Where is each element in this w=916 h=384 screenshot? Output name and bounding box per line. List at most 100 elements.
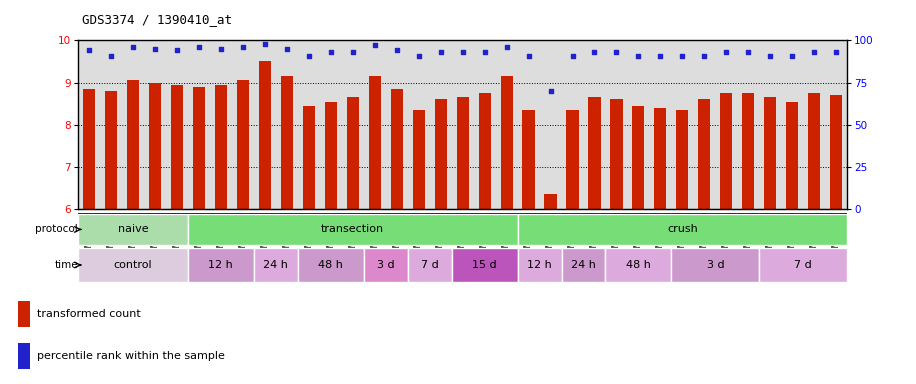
Bar — [610, 99, 623, 209]
Bar — [280, 76, 293, 209]
Bar — [605, 248, 671, 281]
Point — [323, 49, 338, 55]
Bar — [830, 95, 843, 209]
Point — [367, 42, 382, 48]
Bar — [562, 248, 605, 281]
Bar — [518, 214, 847, 245]
Point — [543, 88, 558, 94]
Bar — [364, 248, 408, 281]
Bar — [368, 76, 381, 209]
Text: 3 d: 3 d — [706, 260, 725, 270]
Point — [675, 53, 690, 59]
Point — [763, 53, 778, 59]
Text: transformed count: transformed count — [37, 309, 140, 319]
Point — [257, 41, 272, 47]
Point — [301, 53, 316, 59]
Bar — [18, 343, 30, 369]
Text: GDS3374 / 1390410_at: GDS3374 / 1390410_at — [82, 13, 233, 26]
Bar — [412, 110, 425, 209]
Bar — [764, 98, 777, 209]
Text: 24 h: 24 h — [571, 260, 596, 270]
Bar — [82, 89, 95, 209]
Point — [125, 44, 140, 50]
Bar — [214, 85, 227, 209]
Bar — [566, 110, 579, 209]
Point — [345, 49, 360, 55]
Bar — [720, 93, 733, 209]
Bar — [478, 93, 491, 209]
Point — [411, 53, 426, 59]
Text: 7 d: 7 d — [794, 260, 812, 270]
Point — [499, 44, 514, 50]
Bar — [302, 106, 315, 209]
Bar — [18, 301, 30, 327]
Point — [631, 53, 646, 59]
Bar — [346, 98, 359, 209]
Point — [609, 49, 624, 55]
Bar — [408, 248, 452, 281]
Point — [104, 53, 118, 59]
Bar — [258, 61, 271, 209]
Point — [433, 49, 448, 55]
Text: 48 h: 48 h — [626, 260, 651, 270]
Bar — [298, 248, 364, 281]
Bar — [254, 248, 298, 281]
Point — [697, 53, 712, 59]
Bar — [698, 99, 711, 209]
Point — [82, 47, 96, 53]
Text: 12 h: 12 h — [208, 260, 234, 270]
Point — [521, 53, 536, 59]
Text: 3 d: 3 d — [376, 260, 395, 270]
Bar — [188, 248, 254, 281]
Bar — [434, 99, 447, 209]
Bar — [148, 83, 161, 209]
Point — [829, 49, 844, 55]
Text: 12 h: 12 h — [527, 260, 552, 270]
Bar — [126, 81, 139, 209]
Bar — [544, 195, 557, 209]
Bar — [759, 248, 847, 281]
Bar — [588, 98, 601, 209]
Point — [213, 46, 228, 52]
Point — [565, 53, 580, 59]
Text: 15 d: 15 d — [473, 260, 496, 270]
Point — [653, 53, 668, 59]
Point — [279, 46, 294, 52]
Point — [389, 47, 404, 53]
Bar — [632, 106, 645, 209]
Text: control: control — [114, 260, 152, 270]
Bar — [170, 85, 183, 209]
Bar — [104, 91, 117, 209]
Point — [477, 49, 492, 55]
Point — [719, 49, 734, 55]
Bar — [522, 110, 535, 209]
Text: crush: crush — [667, 224, 698, 235]
Bar — [671, 248, 759, 281]
Bar — [808, 93, 821, 209]
Bar — [452, 248, 518, 281]
Bar — [188, 214, 518, 245]
Bar — [236, 81, 249, 209]
Bar — [654, 108, 667, 209]
Text: time: time — [54, 260, 78, 270]
Text: transection: transection — [322, 224, 384, 235]
Point — [741, 49, 756, 55]
Point — [785, 53, 800, 59]
Text: 7 d: 7 d — [420, 260, 439, 270]
Text: 24 h: 24 h — [263, 260, 289, 270]
Bar — [78, 248, 188, 281]
Point — [147, 46, 162, 52]
Bar — [456, 98, 469, 209]
Bar — [786, 101, 799, 209]
Point — [191, 44, 206, 50]
Bar — [676, 110, 689, 209]
Point — [169, 47, 184, 53]
Bar — [518, 248, 562, 281]
Text: 48 h: 48 h — [318, 260, 344, 270]
Text: naive: naive — [117, 224, 148, 235]
Point — [455, 49, 470, 55]
Bar — [390, 89, 403, 209]
Point — [807, 49, 822, 55]
Point — [587, 49, 602, 55]
Point — [235, 44, 250, 50]
